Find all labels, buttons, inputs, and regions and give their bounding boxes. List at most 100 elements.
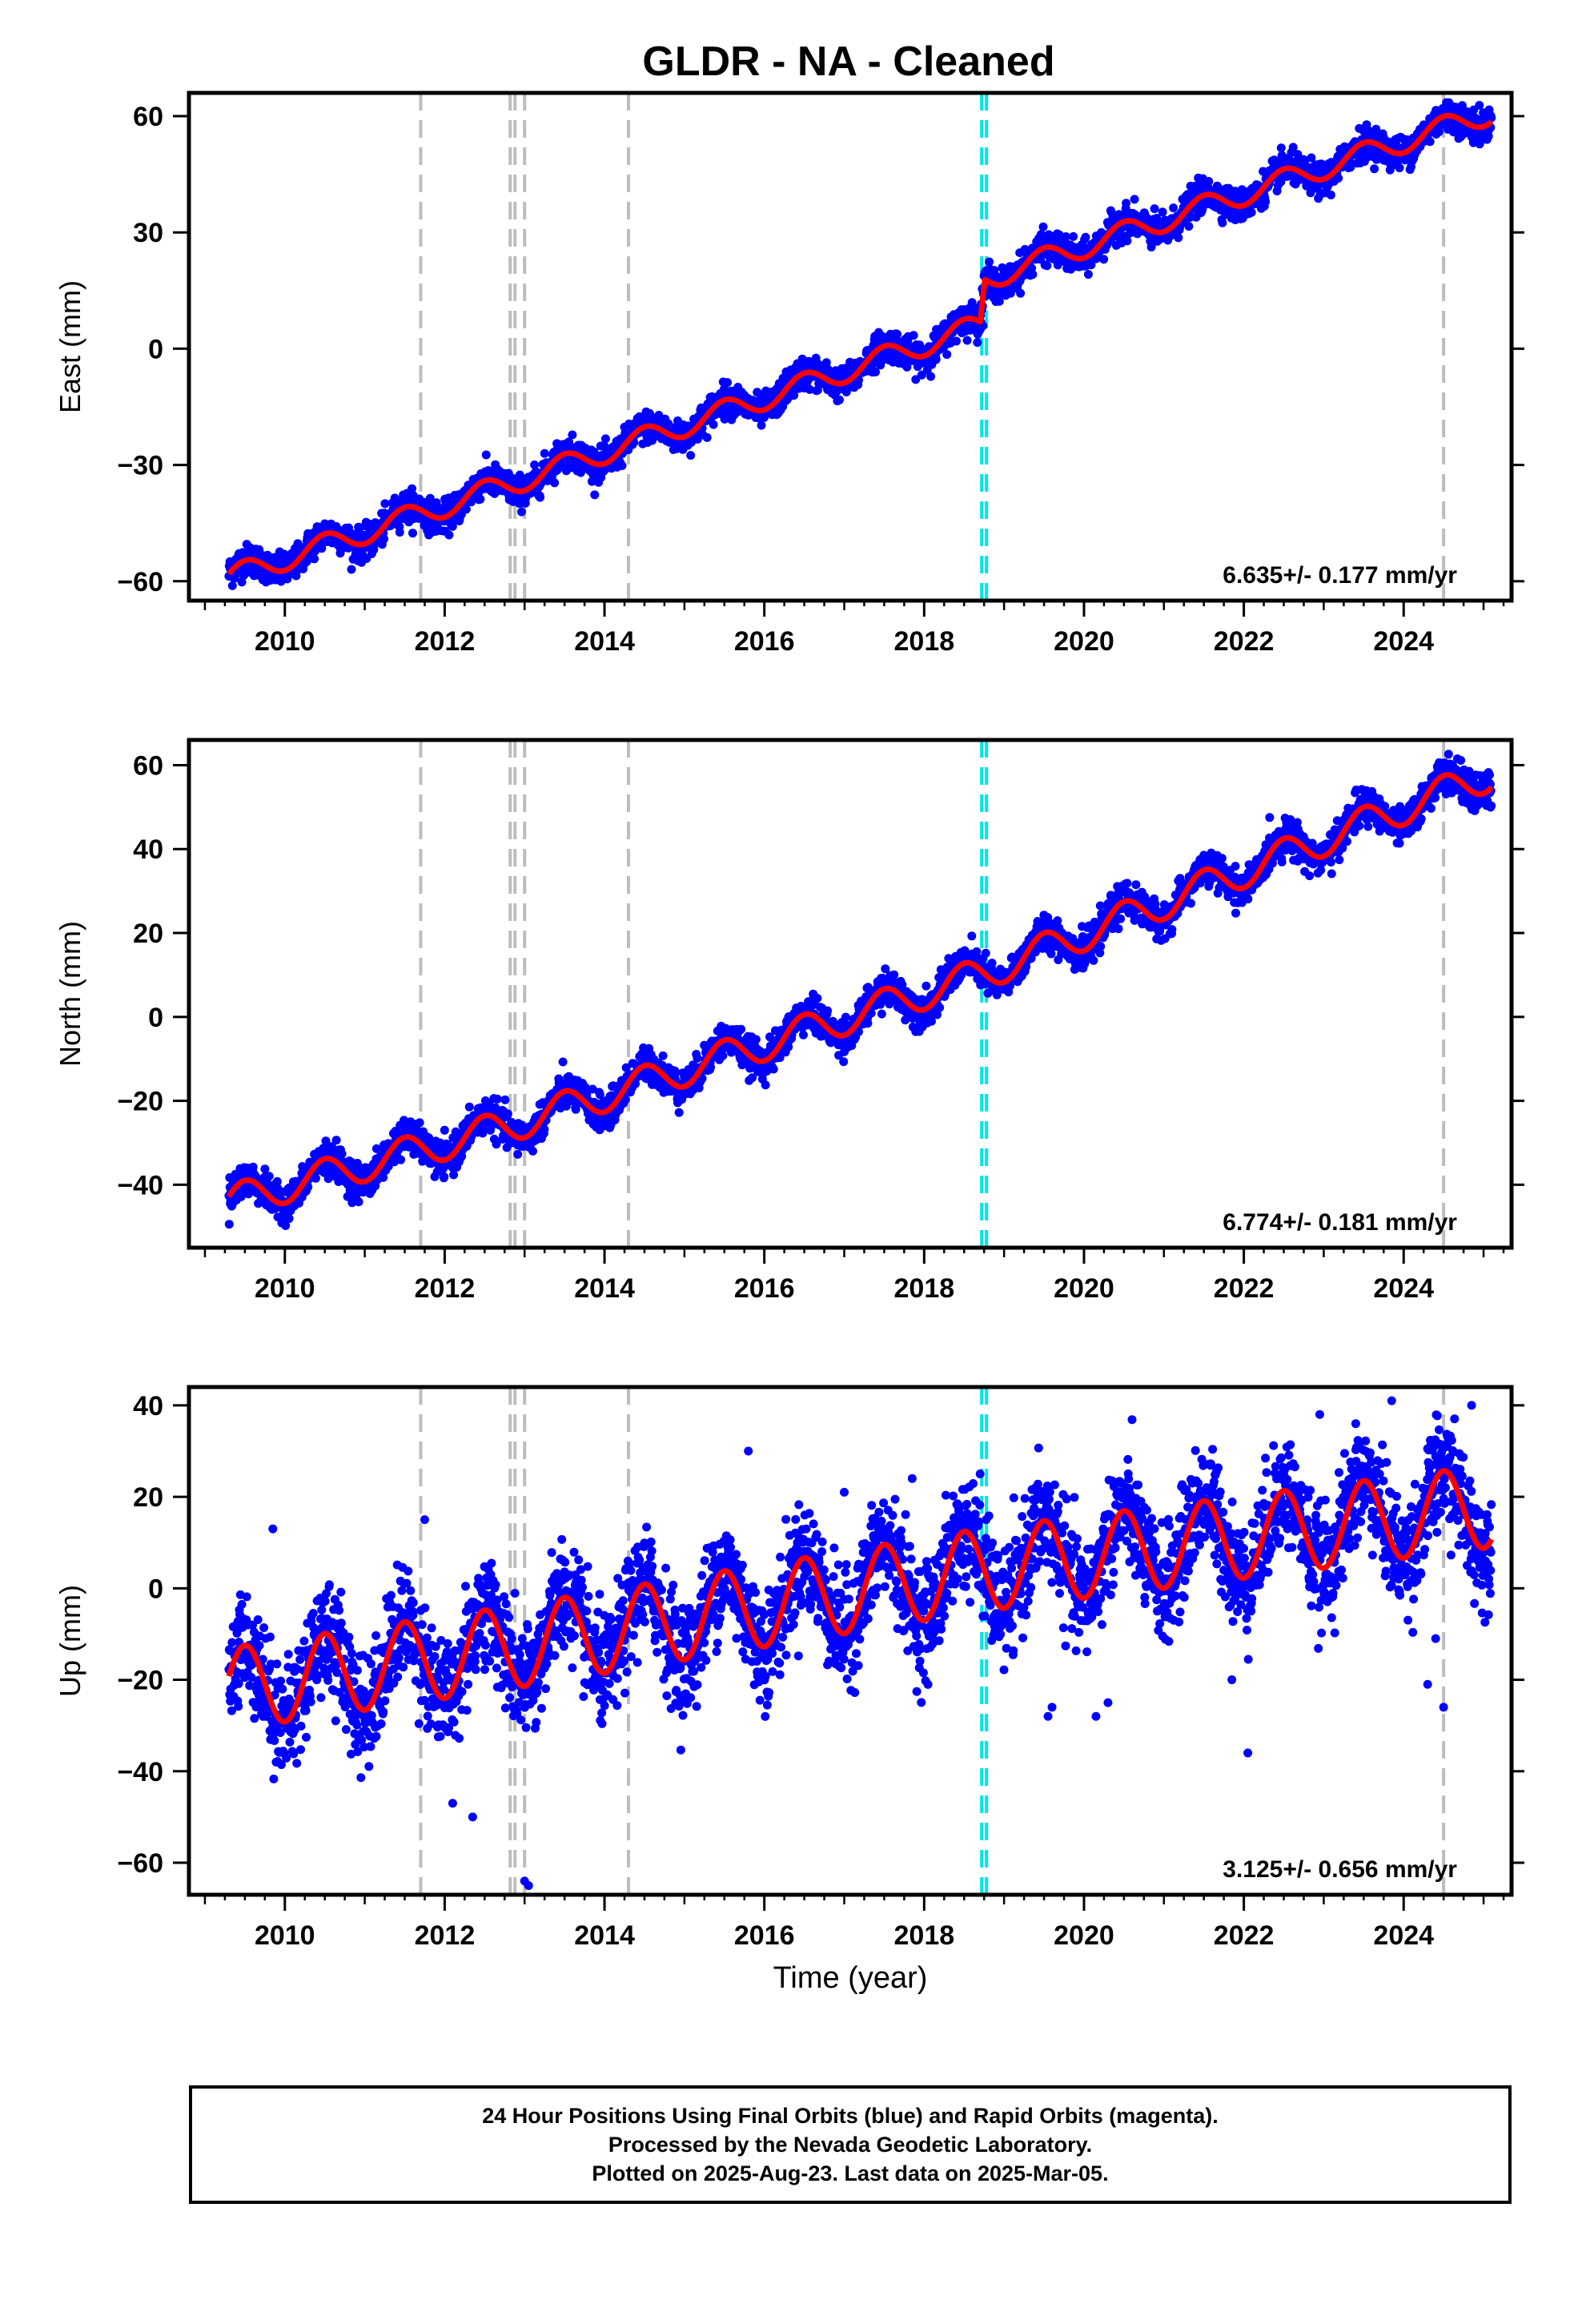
east-point bbox=[448, 521, 457, 531]
east-point bbox=[931, 355, 941, 364]
east-point bbox=[1198, 204, 1207, 214]
north-point bbox=[264, 1172, 274, 1181]
east-point bbox=[444, 530, 454, 540]
east-point bbox=[909, 331, 918, 340]
east-rate-label: 6.635+/- 0.177 mm/yr bbox=[1223, 562, 1457, 589]
north-point bbox=[449, 1170, 459, 1180]
east-x-tick-label: 2018 bbox=[894, 626, 955, 657]
east-point bbox=[517, 507, 526, 517]
north-point bbox=[311, 1173, 320, 1183]
north-point bbox=[237, 1190, 247, 1200]
east-point bbox=[1475, 101, 1484, 110]
north-point bbox=[248, 1162, 258, 1172]
east-point bbox=[1130, 195, 1139, 204]
north-point bbox=[337, 1149, 347, 1159]
east-y-tick-label: 0 bbox=[148, 334, 163, 364]
east-point bbox=[702, 432, 712, 442]
east-point bbox=[540, 448, 549, 458]
east-point bbox=[395, 528, 404, 537]
east-point bbox=[310, 554, 319, 564]
north-point bbox=[500, 1095, 510, 1104]
north-point bbox=[658, 1051, 668, 1060]
east-point bbox=[1204, 177, 1214, 186]
north-point bbox=[371, 1144, 381, 1153]
north-point bbox=[492, 1094, 502, 1104]
east-point bbox=[1277, 151, 1287, 160]
east-x-tick-label: 2016 bbox=[734, 626, 795, 657]
east-x-tick-label: 2024 bbox=[1373, 626, 1434, 657]
east-point bbox=[973, 338, 982, 348]
north-point bbox=[303, 1182, 313, 1192]
east-point bbox=[871, 368, 880, 376]
east-point bbox=[237, 577, 247, 587]
east-point bbox=[481, 450, 491, 460]
east-point bbox=[723, 378, 733, 388]
east-point bbox=[1346, 163, 1355, 172]
east-point bbox=[1150, 204, 1159, 214]
east-point bbox=[1307, 153, 1316, 163]
east-point bbox=[1016, 288, 1026, 298]
east-x-tick-label: 2022 bbox=[1214, 626, 1275, 657]
north-point bbox=[331, 1136, 341, 1145]
north-point bbox=[260, 1164, 270, 1174]
east-point bbox=[1288, 143, 1298, 152]
east-point bbox=[617, 461, 627, 470]
figure-title: GLDR - NA - Cleaned bbox=[642, 38, 1054, 85]
panels: 2010 2012 2014 2016 2018 2020 2022 2024−60−3003… bbox=[54, 90, 1524, 1995]
east-point bbox=[1247, 207, 1256, 217]
east-point bbox=[1061, 232, 1070, 241]
north-point bbox=[272, 1176, 282, 1186]
east-point bbox=[821, 358, 831, 368]
east-point bbox=[757, 420, 766, 430]
north-points bbox=[224, 750, 1496, 1230]
east-point bbox=[1435, 127, 1443, 136]
east-point bbox=[893, 329, 902, 339]
east-point bbox=[1086, 260, 1096, 270]
east-point bbox=[1184, 222, 1194, 231]
north-point bbox=[540, 1124, 549, 1134]
east-point bbox=[1122, 236, 1132, 246]
east-point bbox=[530, 460, 540, 469]
east-point bbox=[709, 420, 718, 429]
east-point bbox=[1042, 261, 1052, 271]
east-point bbox=[1028, 270, 1038, 279]
north-panel: 2010 2012 2014 2016 2018 2020 2022 2024−40−2002… bbox=[54, 738, 1524, 1304]
east-x-tick-label: 2010 bbox=[255, 626, 315, 657]
east-point bbox=[347, 565, 356, 574]
east-point bbox=[1237, 185, 1247, 195]
east-point bbox=[1122, 199, 1131, 208]
east-point bbox=[380, 499, 390, 509]
east-point bbox=[590, 490, 600, 500]
east-point bbox=[1261, 197, 1271, 207]
north-point bbox=[513, 1149, 523, 1159]
east-point bbox=[461, 505, 471, 514]
east-point bbox=[813, 385, 822, 395]
east-y-axis-label: East (mm) bbox=[54, 280, 86, 413]
north-point bbox=[379, 1172, 388, 1182]
north-point bbox=[424, 1133, 434, 1143]
east-point bbox=[1099, 255, 1109, 264]
east-point bbox=[1218, 218, 1227, 227]
east-point bbox=[789, 391, 799, 400]
east-point bbox=[926, 372, 936, 381]
east-point bbox=[1083, 270, 1093, 279]
east-point bbox=[1326, 191, 1335, 199]
east-point bbox=[1174, 233, 1183, 243]
east-point bbox=[1425, 137, 1435, 147]
north-point bbox=[396, 1155, 406, 1164]
east-point bbox=[600, 434, 610, 444]
north-plot-area bbox=[224, 740, 1496, 1248]
east-point bbox=[536, 493, 545, 502]
east-point bbox=[227, 581, 237, 590]
north-point bbox=[284, 1214, 294, 1224]
east-point bbox=[835, 395, 844, 404]
east-point bbox=[1158, 207, 1167, 217]
east-point bbox=[1370, 164, 1379, 174]
east-point bbox=[1276, 143, 1286, 153]
east-y-tick-label: 60 bbox=[133, 102, 163, 132]
east-point bbox=[994, 296, 1004, 306]
east-point bbox=[379, 534, 389, 544]
east-fit-line bbox=[227, 112, 1494, 576]
east-point bbox=[550, 478, 560, 488]
